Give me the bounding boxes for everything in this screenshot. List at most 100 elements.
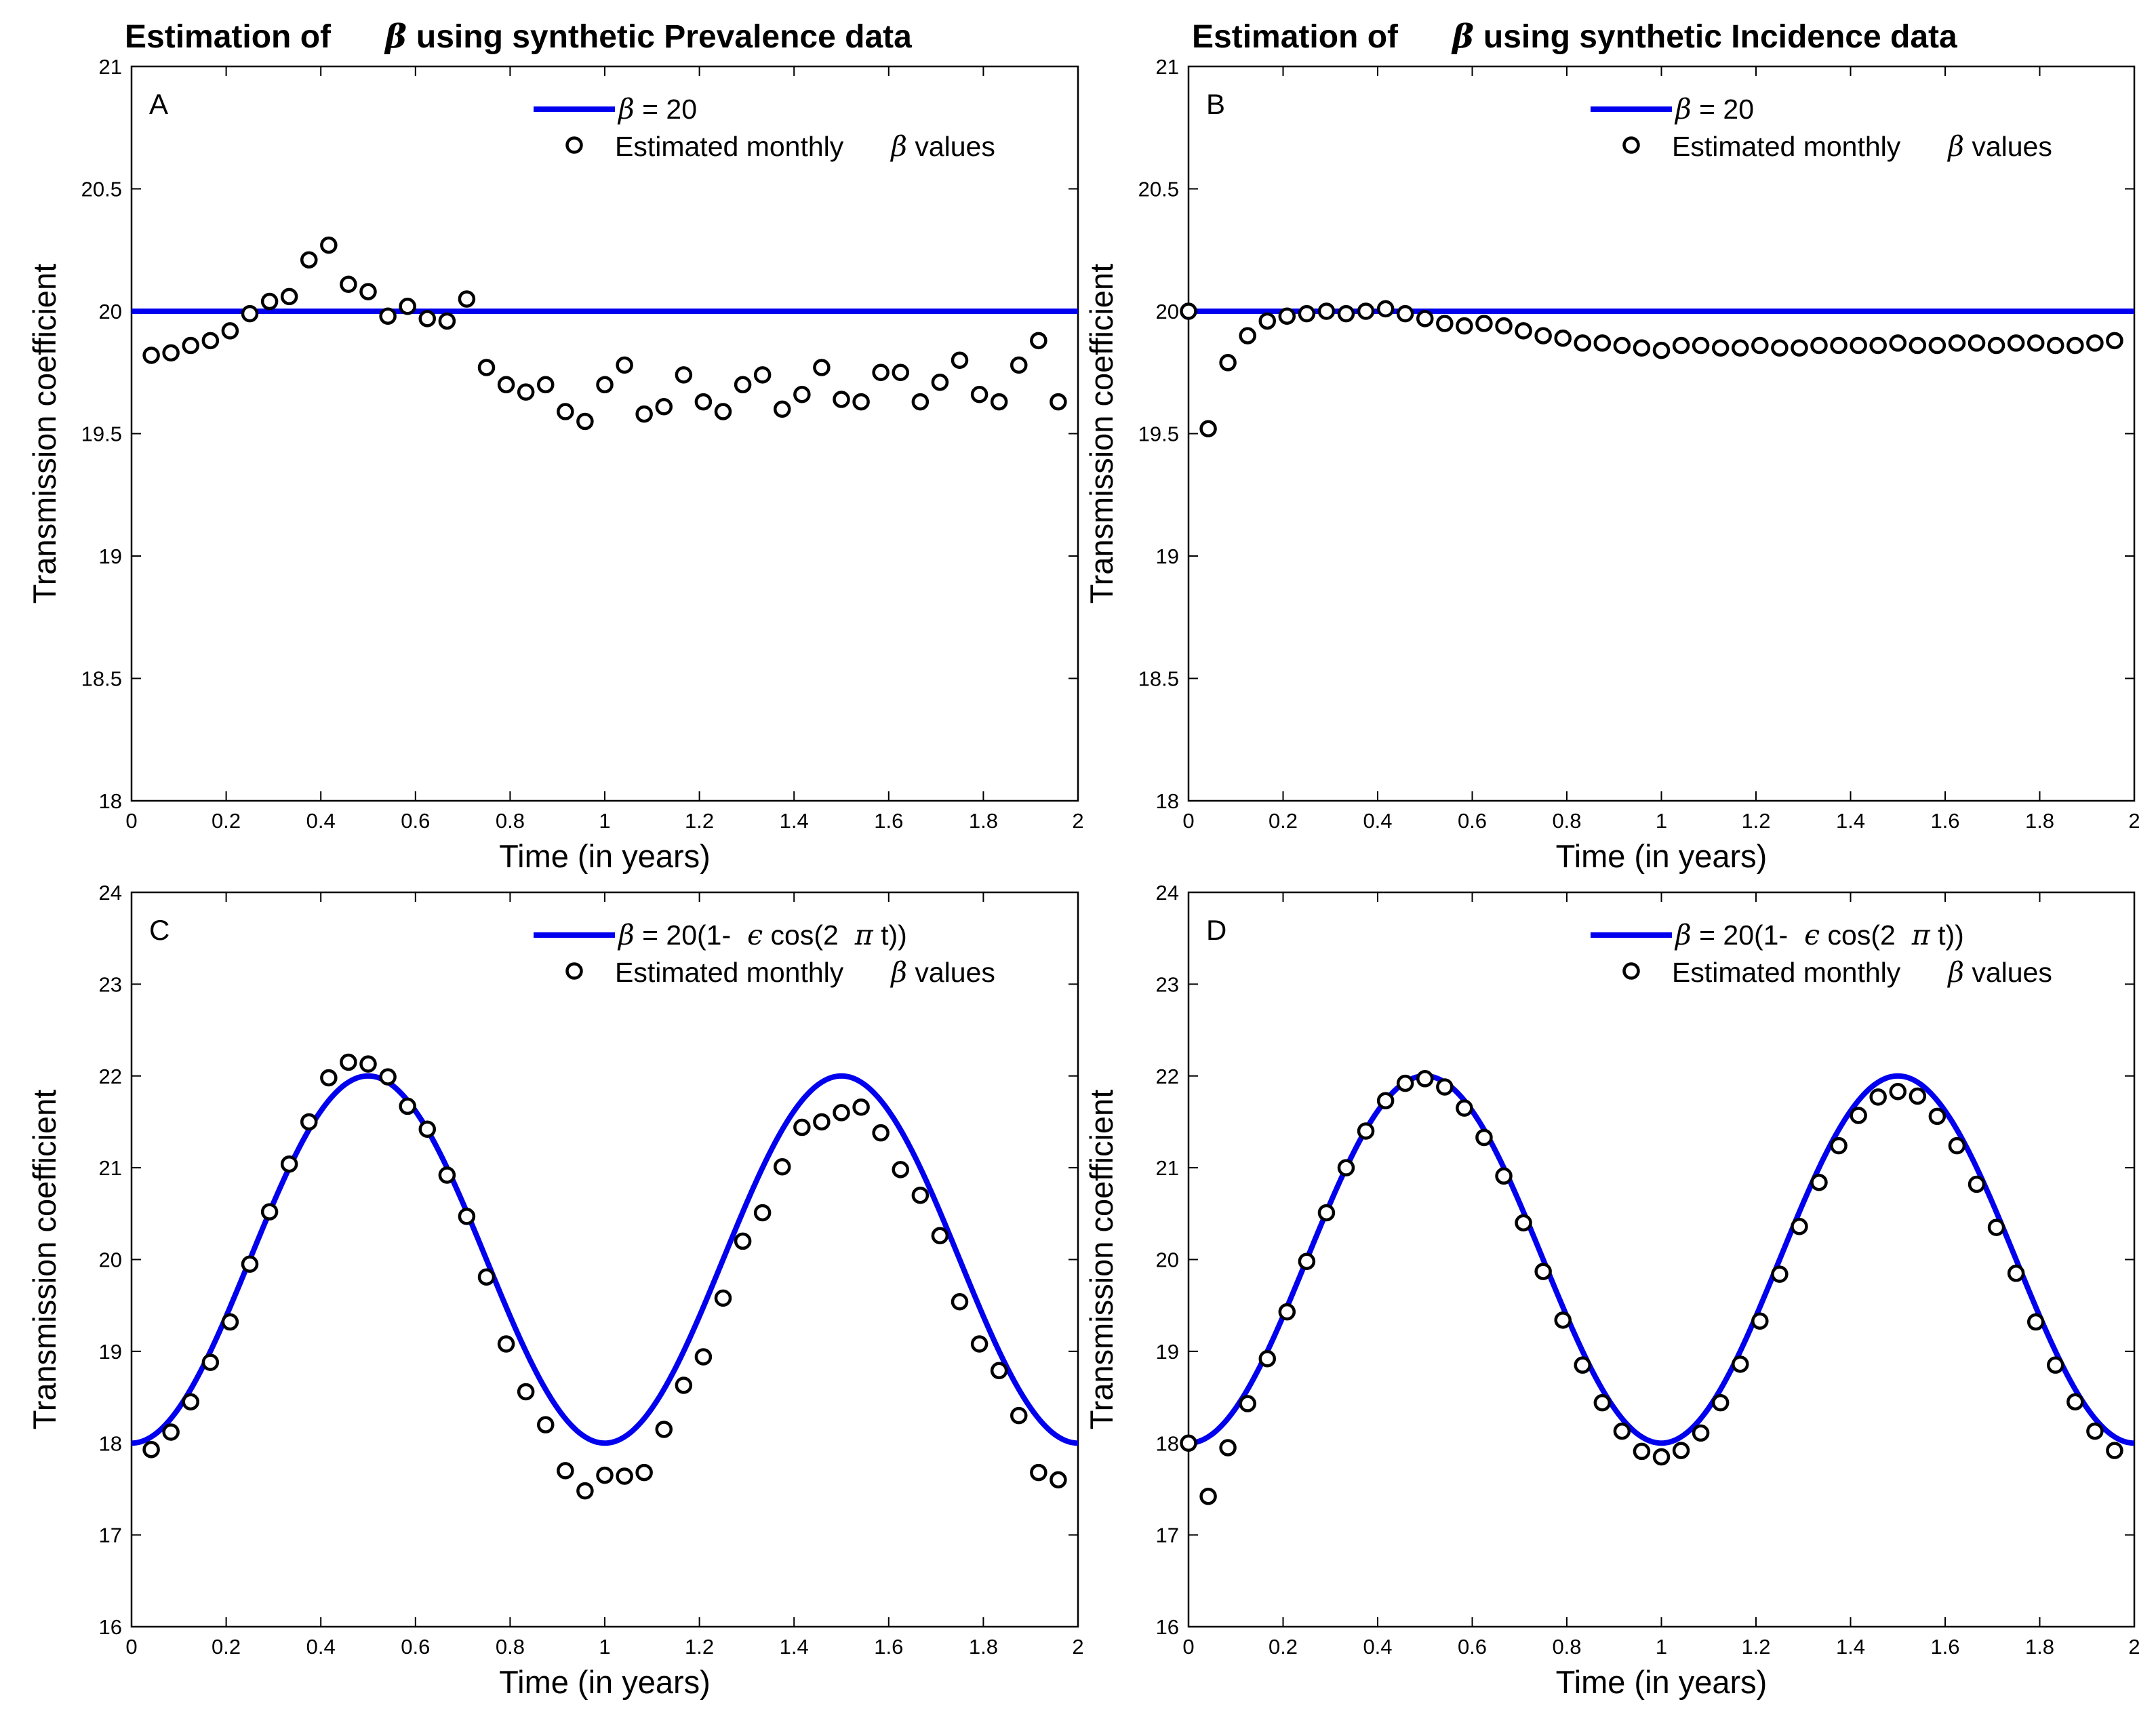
x-tick-label: 0.2 [1269,1635,1298,1659]
legend-line-text: = 20(1- [1692,919,1788,951]
data-point [1869,1088,1887,1106]
data-point [1574,1356,1591,1374]
data-point [753,1204,772,1222]
data-point [1050,393,1067,411]
data-point [655,398,673,416]
x-tick-label: 1 [599,809,610,833]
y-tick-label: 18 [99,1431,122,1455]
data-point [1869,336,1887,355]
x-tick-label: 1.8 [969,809,998,833]
x-tick-label: 0.6 [401,1635,430,1659]
data-point [537,1416,555,1433]
x-tick-label: 1.2 [685,1635,714,1659]
y-tick-label: 18 [99,789,122,813]
y-tick-label: 18.5 [1138,667,1179,691]
legend-marker-text: Estimated monthly [615,131,844,162]
data-point [1010,356,1028,374]
data-point [1376,300,1395,318]
data-point [833,1104,850,1122]
x-tick-label: 0.4 [306,1635,336,1659]
legend-line-text: = 20 [1692,94,1754,125]
y-tick-label: 23 [99,972,122,996]
y-tick-label: 24 [99,881,122,905]
data-point [1239,327,1256,344]
y-tick-label: 21 [99,1156,122,1180]
data-point [1219,354,1237,372]
legend-marker-label: Estimated monthly β values [1672,130,2052,163]
data-point [1199,1488,1217,1505]
data-point [1830,1136,1848,1155]
data-point [379,307,397,325]
legend-line-text-3: t)) [1930,919,1964,951]
data-point [576,412,594,431]
data-point [1180,302,1197,320]
data-point [1554,1311,1572,1329]
data-point [280,1155,298,1173]
x-tick-label: 1.2 [1741,809,1770,833]
data-point [2007,1265,2025,1282]
y-tick-label: 20.5 [1138,178,1179,201]
x-tick-label: 1.8 [2025,809,2054,833]
data-point [2067,336,2084,355]
data-point [1258,312,1277,330]
legend-marker-label: Estimated monthly β values [1672,956,2052,989]
data-point [241,1255,259,1273]
data-point [892,363,909,381]
data-point [1199,420,1217,438]
data-point [793,385,811,403]
data-point [1317,302,1336,320]
data-point [280,288,298,306]
y-tick-label: 19 [1156,1340,1179,1364]
x-tick-label: 2 [2128,1635,2140,1659]
x-tick-label: 0 [1182,1635,1194,1659]
data-point [2106,332,2123,350]
data-point [1791,339,1808,357]
x-tick-label: 0.4 [306,809,336,833]
data-point [931,373,949,391]
x-axis-label: Time (in years) [499,1664,711,1700]
data-point [1534,327,1552,344]
y-tick-label: 19.5 [81,422,122,446]
data-point [1574,334,1591,352]
data-point [2086,1422,2104,1440]
data-point [1475,1128,1493,1147]
legend-marker-swatch [1622,962,1640,980]
data-point [1889,1083,1907,1101]
data-point [951,351,969,369]
data-point [734,376,752,394]
data-point [458,290,476,308]
legend-beta-symbol: β [1674,919,1692,951]
y-axis-label: Transmission coefficient [1083,1090,1119,1430]
y-tick-label: 20 [99,300,122,323]
data-point [359,283,377,300]
legend-marker-suffix: values [907,957,995,988]
x-tick-label: 1.8 [969,1635,998,1659]
data-point [1436,1078,1454,1096]
data-point [774,400,791,418]
x-tick-label: 1 [1656,1635,1667,1659]
data-point [320,1069,338,1087]
x-tick-label: 1.4 [780,1635,809,1659]
data-point [655,1421,673,1438]
data-point [2046,336,2064,355]
x-tick-label: 1.8 [2025,1635,2054,1659]
y-tick-label: 22 [1156,1065,1179,1088]
data-point [399,1097,416,1115]
data-point [1850,336,1867,355]
x-tick-label: 1 [1656,809,1667,833]
data-point [1732,1355,1749,1373]
x-tick-label: 0.8 [1552,809,1581,833]
y-tick-label: 21 [1156,1156,1179,1180]
legend-line-text-2: cos(2 [763,919,839,951]
legend: β = 20 Estimated monthly β values [534,93,995,163]
data-point [813,1113,831,1131]
data-point [596,1466,614,1484]
data-point [694,1348,713,1366]
x-tick-label: 0 [125,809,137,833]
legend-marker-suffix: values [1964,957,2052,988]
data-point [557,1462,574,1480]
data-point [2086,334,2104,352]
data-point [675,1377,693,1394]
legend-marker-text: Estimated monthly [615,957,844,988]
data-point [1751,1312,1769,1330]
